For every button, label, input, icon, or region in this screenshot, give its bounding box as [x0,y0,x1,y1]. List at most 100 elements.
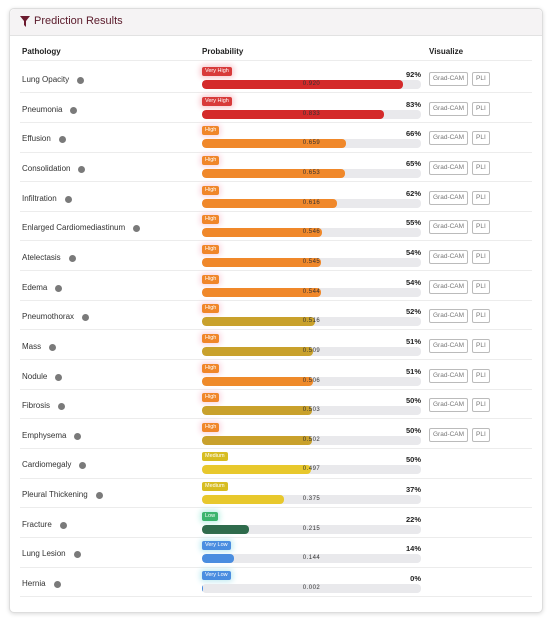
visualize-button[interactable]: Grad-CAM [429,368,469,383]
pathology-name: Pneumonia [22,104,63,114]
visualize-button[interactable]: Grad-CAM [429,338,469,353]
visualize-button[interactable]: PLI [472,160,490,175]
visualize-button[interactable]: PLI [472,279,490,294]
help-icon[interactable] [133,225,140,233]
probability-score: 0.375 [302,496,321,503]
probability-bar [202,524,250,534]
probability-track: 0.546 [202,228,421,238]
pathology-name: Pleural Thickening [22,490,88,500]
probability-score: 0.144 [302,555,321,562]
probability-percent: 65% [405,158,421,168]
visualize-button[interactable]: Grad-CAM [429,101,469,116]
visualize-button[interactable]: PLI [472,368,490,383]
probability-track: 0.653 [202,168,421,178]
level-badge: High [202,155,220,165]
level-badge: Very High [202,67,232,76]
visualize-button[interactable]: Grad-CAM [429,160,469,175]
level-badge: High [202,393,220,403]
level-badge: Very High [202,96,232,106]
help-icon[interactable] [74,551,81,559]
help-icon[interactable] [78,165,85,173]
visualize-button[interactable]: PLI [472,190,490,205]
visualize-button[interactable]: Grad-CAM [429,249,469,264]
row-divider [20,477,532,479]
help-icon[interactable] [58,403,65,411]
visualize-button[interactable]: PLI [472,220,490,235]
pathology-name: Hernia [22,579,46,589]
column-header: Visualize [429,47,464,56]
probability-score: 0.506 [302,377,321,384]
help-icon[interactable] [60,521,67,529]
pathology-name: Pneumothorax [22,312,75,322]
probability-bar [202,554,234,564]
probability-percent: 52% [405,307,421,317]
help-icon[interactable] [49,343,56,351]
visualize-button[interactable]: Grad-CAM [429,427,469,442]
help-icon[interactable] [79,462,86,470]
help-icon[interactable] [77,77,84,84]
visualize-button[interactable]: Grad-CAM [429,309,469,324]
probability-bar [202,435,312,445]
help-icon[interactable] [74,432,81,440]
probability-percent: 83% [405,99,421,109]
level-badge: High [202,126,220,136]
visualize-button[interactable]: PLI [472,338,490,353]
help-icon[interactable] [55,373,62,381]
pathology-name: Edema [22,282,48,292]
probability-track: 0.659 [202,139,421,149]
row-divider [20,596,532,598]
probability-bar [202,168,345,178]
probability-track: 0.502 [202,435,421,445]
visualize-button[interactable]: PLI [472,427,490,442]
probability-track: 0.833 [202,109,421,119]
probability-score: 0.920 [302,81,321,87]
visualize-button[interactable]: PLI [472,309,490,324]
probability-percent: 66% [405,129,421,139]
visualize-button[interactable]: Grad-CAM [429,279,469,294]
visualize-button[interactable]: PLI [472,398,490,413]
help-icon[interactable] [82,314,89,322]
help-icon[interactable] [55,284,62,292]
visualize-button[interactable]: Grad-CAM [429,190,469,205]
level-badge: High [202,244,220,254]
help-icon[interactable] [54,581,61,589]
visualize-button[interactable]: Grad-CAM [429,398,469,413]
visualize-button[interactable]: PLI [472,249,490,264]
help-icon[interactable] [69,254,76,262]
visualize-button[interactable]: Grad-CAM [429,72,469,86]
probability-bar [202,139,347,149]
visualize-button[interactable]: Grad-CAM [429,220,469,235]
pathology-name: Fibrosis [22,401,51,411]
probability-track: 0.509 [202,346,421,356]
help-icon[interactable] [70,106,77,114]
pathology-name: Lung Lesion [22,549,66,559]
pathology-name: Infiltration [22,193,57,203]
row-divider [20,329,532,331]
probability-percent: 50% [405,396,421,406]
probability-track: 0.516 [202,317,421,327]
visualize-button[interactable]: PLI [472,101,490,116]
visualize-button[interactable]: PLI [472,131,490,146]
visualize-button[interactable]: Grad-CAM [429,131,469,146]
probability-track: 0.544 [202,287,421,297]
probability-bar [202,376,313,386]
probability-score: 0.546 [302,229,321,236]
card-header: Prediction Results [10,9,542,36]
probability-bar [202,80,404,89]
pathology-name: Enlarged Cardiomediastinum [22,223,126,233]
results-card: Prediction Results Pathology Probability… [9,8,543,613]
probability-bar [202,465,311,475]
level-badge: High [202,185,220,195]
help-icon[interactable] [65,195,72,203]
probability-track: 0.144 [202,554,421,564]
row-divider [20,536,532,538]
visualize-button[interactable]: PLI [472,72,490,86]
probability-percent: 14% [405,544,421,554]
level-badge: High [202,215,220,225]
row-divider [20,359,532,361]
row-divider [20,388,532,390]
help-icon[interactable] [96,492,103,500]
row-divider [20,299,532,301]
help-icon[interactable] [59,136,66,144]
